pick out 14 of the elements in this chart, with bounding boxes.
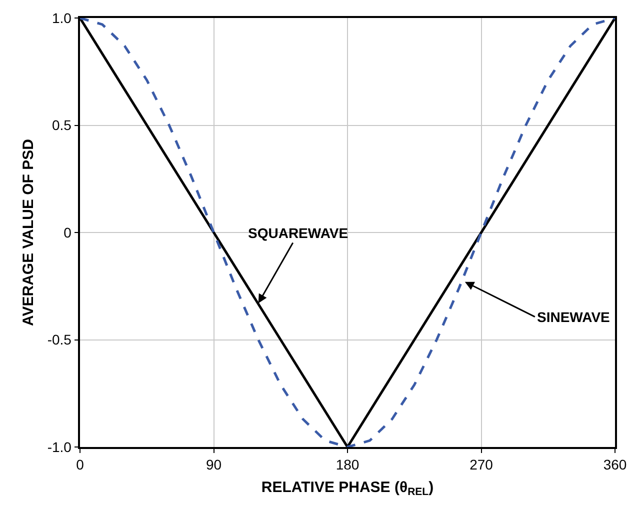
x-tick-label: 360	[603, 456, 627, 473]
x-tick-label: 270	[470, 456, 494, 473]
x-axis-title: RELATIVE PHASE (θ$_{REL}$)	[261, 479, 434, 498]
y-tick-label: -1.0	[47, 438, 72, 455]
y-tick-label: -0.5	[47, 332, 72, 348]
x-tick-label: 180	[336, 456, 360, 473]
y-axis-title: AVERAGE VALUE OF PSD	[20, 138, 38, 326]
y-tick-label: 0	[64, 224, 72, 240]
y-tick-label: 1.0	[52, 10, 72, 26]
x-tick-label: 90	[206, 456, 222, 473]
y-tick-label: 0.5	[52, 117, 72, 134]
annotation: SINEWAVE	[537, 309, 610, 325]
x-tick-label: 0	[76, 456, 84, 473]
annotation: SQUAREWAVE	[248, 225, 348, 241]
